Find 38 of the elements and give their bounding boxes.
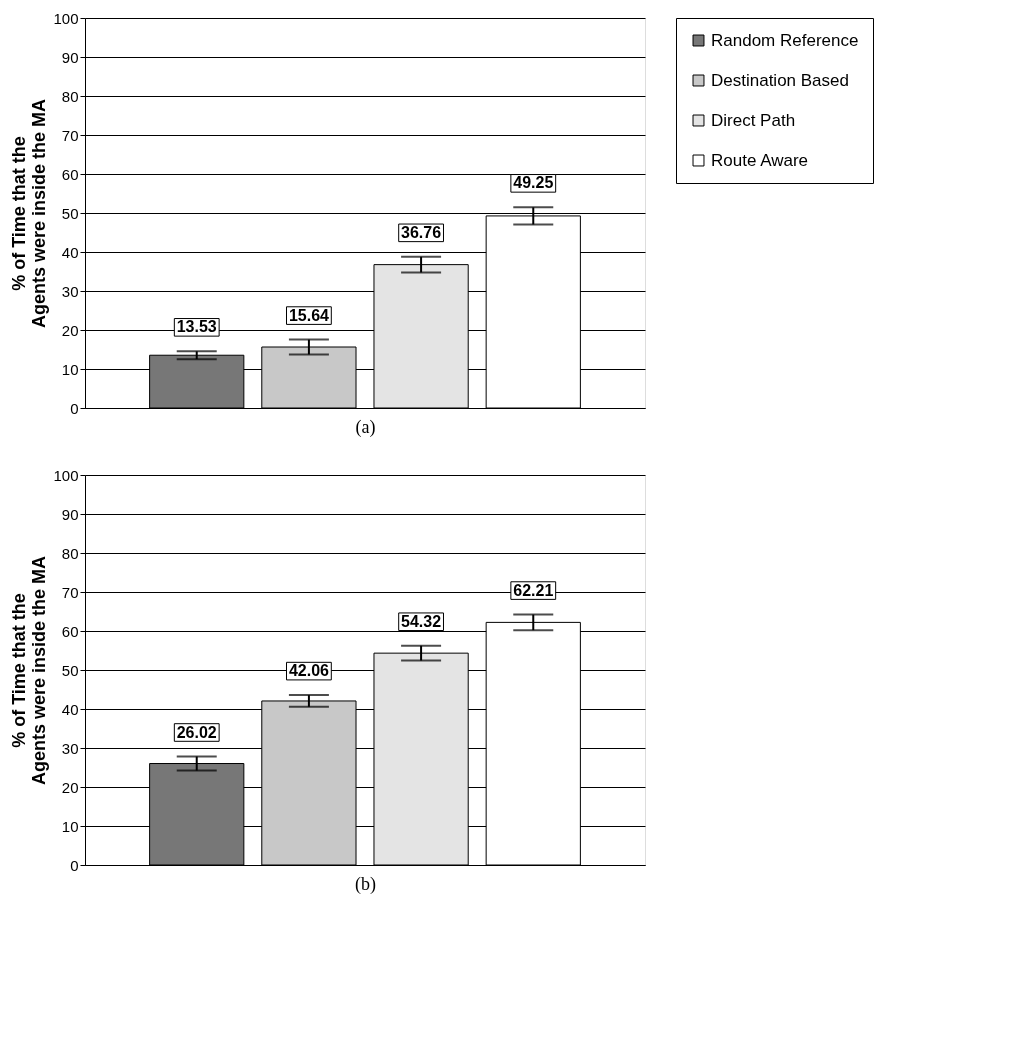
y-tick-label: 40 <box>61 700 79 718</box>
data-label: 62.21 <box>513 581 554 599</box>
y-axis-title: % of Time that the Agents were inside the MA <box>9 555 50 786</box>
y-tick-label: 50 <box>61 204 79 222</box>
data-label: 42.06 <box>288 662 330 680</box>
y-tick-label: 90 <box>61 48 79 66</box>
data-label: 36.76 <box>401 223 442 241</box>
legend-label: Destination Based <box>711 70 849 90</box>
data-label: 15.64 <box>288 306 330 324</box>
y-tick-label: 0 <box>70 399 79 417</box>
y-tick-label: 30 <box>61 739 79 757</box>
y-tick-label: 20 <box>61 778 79 796</box>
y-tick-label: 70 <box>61 583 79 601</box>
y-tick-label: 40 <box>61 243 79 261</box>
y-tick-label: 10 <box>61 817 79 835</box>
x-axis-title: (a) <box>355 416 376 438</box>
legend-label: Direct Path <box>711 110 796 130</box>
y-tick-label: 90 <box>61 505 79 523</box>
y-tick-label: 50 <box>61 661 79 679</box>
y-tick-label: 100 <box>53 9 79 27</box>
y-tick-label: 100 <box>53 466 79 484</box>
y-tick-label: 60 <box>61 165 79 183</box>
y-tick-label: 80 <box>61 544 79 562</box>
y-tick-label: 80 <box>61 87 79 105</box>
y-tick-label: 0 <box>70 856 79 874</box>
y-tick-label: 20 <box>61 321 79 339</box>
y-tick-label: 30 <box>61 282 79 300</box>
legend-label: Route Aware <box>711 150 809 170</box>
data-label: 49.25 <box>513 174 554 192</box>
x-axis-title: (b) <box>355 873 376 895</box>
y-tick-label: 60 <box>61 622 79 640</box>
data-label: 26.02 <box>176 723 217 741</box>
legend-label: Random Reference <box>711 30 859 50</box>
data-label: 54.32 <box>401 612 442 630</box>
y-tick-label: 10 <box>61 360 79 378</box>
y-axis-title: % of Time that the Agents were inside the MA <box>9 98 50 329</box>
y-tick-label: 70 <box>61 126 79 144</box>
data-label: 13.53 <box>176 318 217 336</box>
